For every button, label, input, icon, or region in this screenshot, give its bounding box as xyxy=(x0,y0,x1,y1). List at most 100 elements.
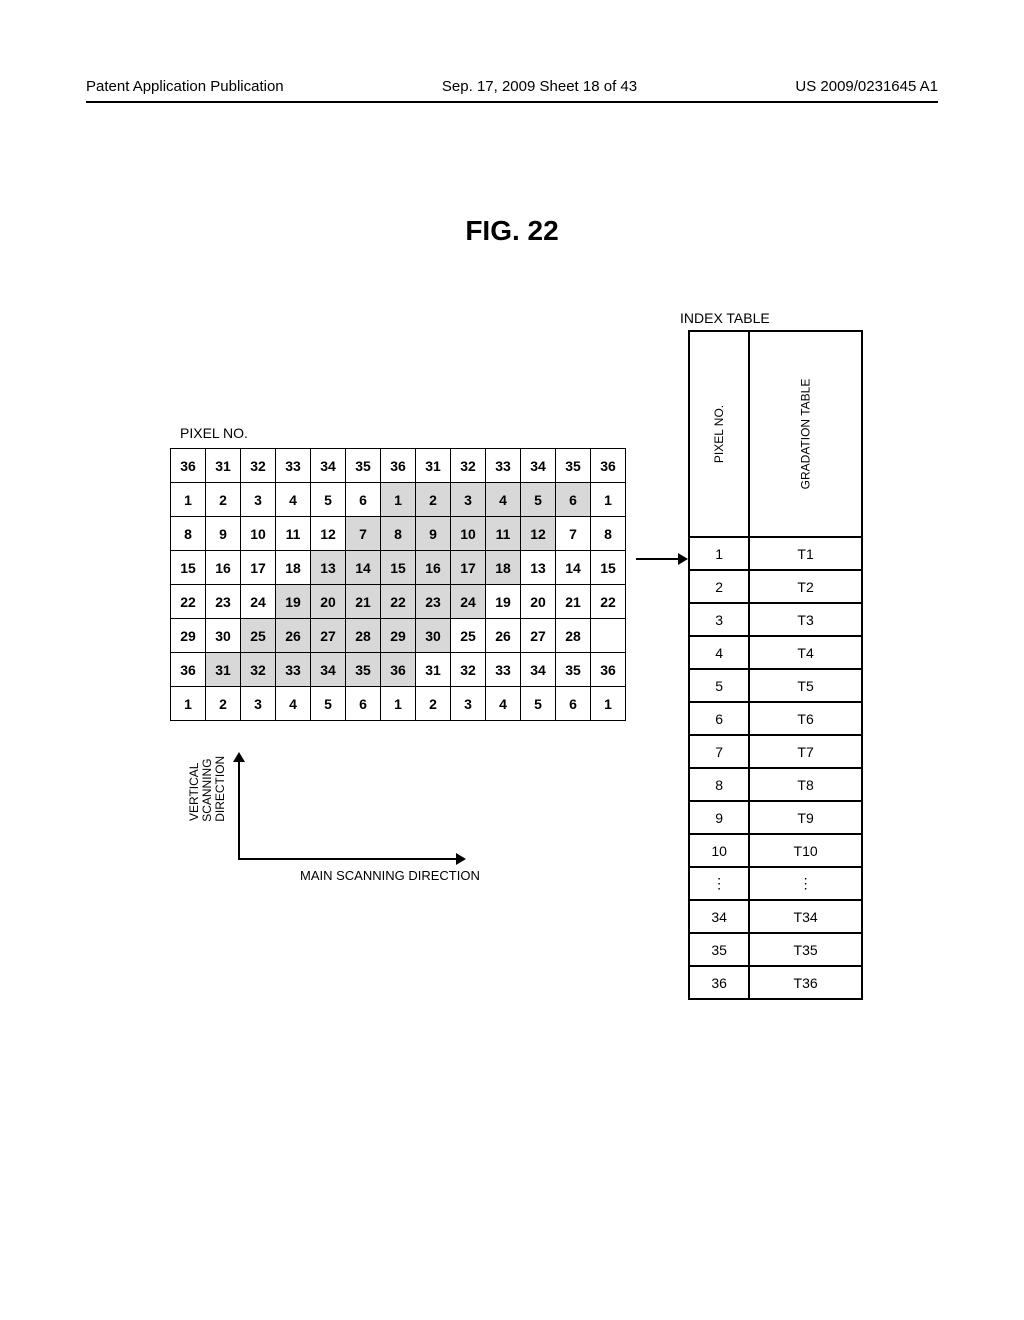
grid-cell: 25 xyxy=(241,619,276,653)
index-pixel-cell: 7 xyxy=(689,735,749,768)
index-gradation-cell: T7 xyxy=(749,735,862,768)
header-left: Patent Application Publication xyxy=(86,78,284,95)
grid-cell: 15 xyxy=(381,551,416,585)
grid-cell: 7 xyxy=(346,517,381,551)
figure-title: FIG. 22 xyxy=(0,215,1024,247)
grid-cell: 4 xyxy=(486,687,521,721)
grid-cell: 36 xyxy=(591,653,626,687)
grid-cell: 18 xyxy=(276,551,311,585)
grid-cell: 31 xyxy=(206,449,241,483)
index-pixel-cell: 3 xyxy=(689,603,749,636)
index-gradation-cell: T5 xyxy=(749,669,862,702)
index-gradation-cell: T3 xyxy=(749,603,862,636)
index-col-gradation: GRADATION TABLE xyxy=(749,331,862,537)
grid-cell: 30 xyxy=(206,619,241,653)
grid-cell: 3 xyxy=(241,483,276,517)
grid-cell: 1 xyxy=(171,687,206,721)
grid-cell xyxy=(591,619,626,653)
grid-cell: 5 xyxy=(311,483,346,517)
index-gradation-cell: T35 xyxy=(749,933,862,966)
grid-cell: 4 xyxy=(486,483,521,517)
pixel-grid: 3631323334353631323334353612345612345618… xyxy=(170,448,626,721)
grid-cell: 36 xyxy=(381,653,416,687)
grid-cell: 17 xyxy=(451,551,486,585)
connector-arrow-icon xyxy=(636,558,680,560)
grid-cell: 33 xyxy=(276,653,311,687)
grid-cell: 10 xyxy=(451,517,486,551)
grid-cell: 2 xyxy=(206,687,241,721)
grid-cell: 9 xyxy=(416,517,451,551)
index-gradation-cell: T9 xyxy=(749,801,862,834)
grid-cell: 20 xyxy=(311,585,346,619)
grid-cell: 35 xyxy=(556,449,591,483)
grid-cell: 20 xyxy=(521,585,556,619)
grid-cell: 22 xyxy=(171,585,206,619)
grid-cell: 27 xyxy=(311,619,346,653)
grid-cell: 17 xyxy=(241,551,276,585)
index-pixel-cell: 4 xyxy=(689,636,749,669)
index-pixel-cell: 6 xyxy=(689,702,749,735)
grid-cell: 34 xyxy=(521,449,556,483)
grid-cell: 6 xyxy=(556,483,591,517)
grid-cell: 30 xyxy=(416,619,451,653)
grid-cell: 34 xyxy=(521,653,556,687)
grid-cell: 5 xyxy=(311,687,346,721)
index-pixel-cell: 35 xyxy=(689,933,749,966)
pixel-no-label: PIXEL NO. xyxy=(180,425,248,441)
grid-cell: 32 xyxy=(241,449,276,483)
grid-cell: 5 xyxy=(521,483,556,517)
index-pixel-cell: 8 xyxy=(689,768,749,801)
index-gradation-cell: T1 xyxy=(749,537,862,570)
grid-cell: 18 xyxy=(486,551,521,585)
index-gradation-cell: T36 xyxy=(749,966,862,999)
page-header: Patent Application Publication Sep. 17, … xyxy=(86,78,938,103)
index-gradation-cell: T8 xyxy=(749,768,862,801)
grid-cell: 26 xyxy=(276,619,311,653)
grid-cell: 34 xyxy=(311,653,346,687)
index-pixel-cell: ⋮ xyxy=(689,867,749,900)
grid-cell: 8 xyxy=(591,517,626,551)
grid-cell: 9 xyxy=(206,517,241,551)
grid-cell: 28 xyxy=(556,619,591,653)
grid-cell: 2 xyxy=(206,483,241,517)
grid-cell: 36 xyxy=(381,449,416,483)
grid-cell: 16 xyxy=(206,551,241,585)
horizontal-arrow-icon xyxy=(238,858,458,860)
grid-cell: 15 xyxy=(171,551,206,585)
grid-cell: 22 xyxy=(381,585,416,619)
grid-cell: 3 xyxy=(241,687,276,721)
grid-cell: 1 xyxy=(591,687,626,721)
grid-cell: 13 xyxy=(521,551,556,585)
header-center: Sep. 17, 2009 Sheet 18 of 43 xyxy=(442,78,637,95)
index-pixel-cell: 36 xyxy=(689,966,749,999)
grid-cell: 33 xyxy=(276,449,311,483)
grid-cell: 5 xyxy=(521,687,556,721)
index-gradation-cell: T10 xyxy=(749,834,862,867)
grid-cell: 6 xyxy=(556,687,591,721)
grid-cell: 3 xyxy=(451,483,486,517)
index-pixel-cell: 34 xyxy=(689,900,749,933)
index-pixel-cell: 5 xyxy=(689,669,749,702)
grid-cell: 4 xyxy=(276,687,311,721)
grid-cell: 8 xyxy=(381,517,416,551)
grid-cell: 22 xyxy=(591,585,626,619)
grid-cell: 29 xyxy=(381,619,416,653)
grid-cell: 2 xyxy=(416,483,451,517)
grid-cell: 31 xyxy=(206,653,241,687)
grid-cell: 36 xyxy=(171,653,206,687)
grid-cell: 32 xyxy=(451,449,486,483)
grid-cell: 26 xyxy=(486,619,521,653)
index-gradation-cell: ⋮ xyxy=(749,867,862,900)
grid-cell: 19 xyxy=(276,585,311,619)
index-col-pixel-no: PIXEL NO. xyxy=(689,331,749,537)
grid-cell: 16 xyxy=(416,551,451,585)
grid-cell: 21 xyxy=(346,585,381,619)
grid-cell: 15 xyxy=(591,551,626,585)
axis-arrows: VERTICAL SCANNING DIRECTION MAIN SCANNIN… xyxy=(180,760,480,900)
index-gradation-cell: T2 xyxy=(749,570,862,603)
vertical-arrow-icon xyxy=(238,760,240,860)
grid-cell: 36 xyxy=(171,449,206,483)
grid-cell: 32 xyxy=(241,653,276,687)
index-pixel-cell: 10 xyxy=(689,834,749,867)
grid-cell: 24 xyxy=(241,585,276,619)
